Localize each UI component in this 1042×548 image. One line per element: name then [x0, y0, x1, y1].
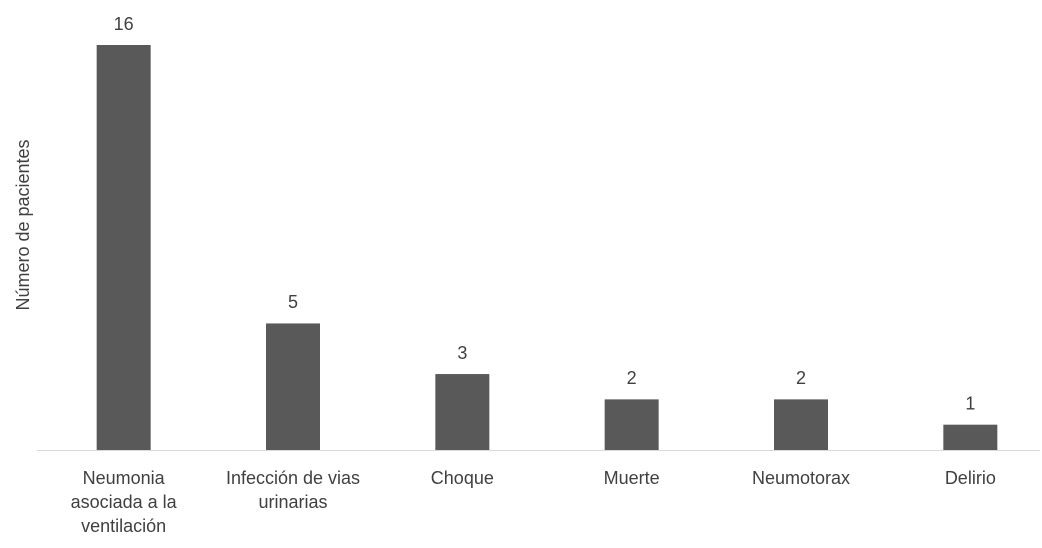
data-label: 2 [796, 368, 806, 388]
data-label: 16 [114, 14, 134, 34]
data-label: 5 [288, 292, 298, 312]
bar [943, 424, 998, 450]
x-tick-label: Choque [430, 468, 494, 488]
x-tick-label: Neumonia asociada a la ventilación [70, 468, 177, 536]
y-axis-title: Número de pacientes [13, 139, 33, 310]
bar [435, 374, 490, 450]
x-tick-label: Infección de vias urinarias [225, 468, 361, 512]
bar [266, 323, 320, 450]
bar [604, 399, 659, 450]
x-tick-label: Delirio [944, 468, 996, 488]
bar [774, 399, 828, 450]
x-tick-label: Neumotorax [751, 468, 851, 488]
data-label: 2 [627, 368, 637, 388]
data-label: 3 [457, 343, 467, 363]
bar [96, 45, 151, 450]
x-tick-label: Muerte [603, 468, 660, 488]
data-label: 1 [965, 393, 975, 413]
